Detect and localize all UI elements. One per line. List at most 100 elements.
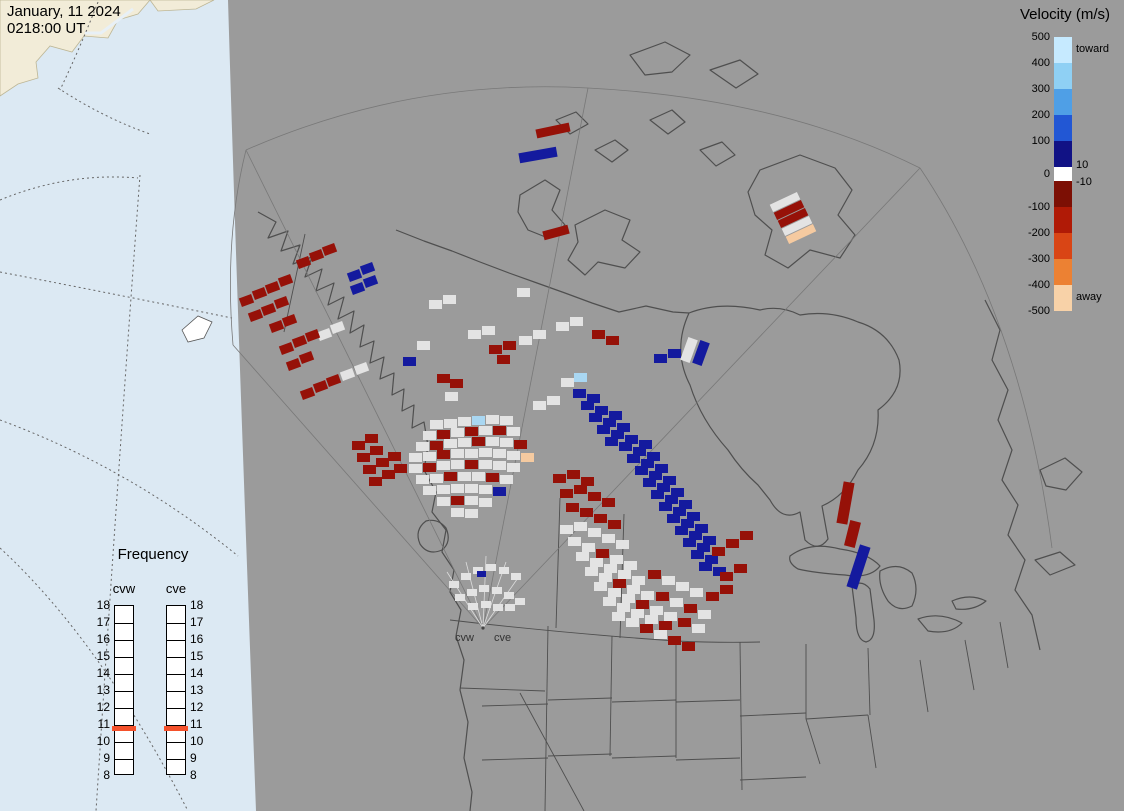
frequency-scale-tick-line [167, 707, 185, 709]
timestamp-date: January, 11 2024 [7, 3, 121, 20]
velocity-cell [493, 461, 506, 470]
frequency-tick-label: 16 [190, 632, 204, 646]
velocity-cell [450, 379, 463, 388]
velocity-cell [409, 453, 422, 462]
velocity-cell [654, 354, 667, 363]
velocity-cell [650, 606, 663, 615]
frequency-scale-tick-line [167, 673, 185, 675]
velocity-cell [566, 503, 579, 512]
timestamp-time: 0218:00 UT [7, 20, 86, 37]
velocity-cell [369, 477, 382, 486]
velocity-cell [659, 502, 672, 511]
velocity-cell [595, 406, 608, 415]
velocity-cell [533, 401, 546, 410]
velocity-cell [444, 439, 457, 448]
timestamp: January, 11 2024 0218:00 UT [7, 3, 121, 37]
velocity-cell [655, 464, 668, 473]
frequency-scale-tick-line [167, 656, 185, 658]
graticule-dotted-lines [0, 1, 239, 811]
velocity-cell [362, 275, 379, 288]
velocity-cell [594, 514, 607, 523]
radar-labels-layer: cvw cve [455, 626, 511, 644]
velocity-cell [437, 430, 450, 439]
velocity-cell [451, 449, 464, 458]
velocity-cell [458, 472, 471, 481]
velocity-cell [517, 288, 530, 297]
velocity-cell [676, 582, 689, 591]
velocity-cell [631, 609, 644, 618]
velocity-cell [616, 540, 629, 549]
velocity-cell [437, 461, 450, 470]
velocity-cell [264, 281, 281, 294]
velocity-cell [500, 416, 513, 425]
velocity-cell [627, 454, 640, 463]
velocity-tick-label: 400 [1031, 57, 1050, 69]
velocity-cell [656, 592, 669, 601]
velocity-cell [423, 431, 436, 440]
velocity-cell [465, 484, 478, 493]
velocity-cell [519, 336, 532, 345]
velocity-cell [692, 624, 705, 633]
velocity-cell [479, 460, 492, 469]
velocity-cell [437, 485, 450, 494]
velocity-cell [740, 531, 753, 540]
frequency-scale-tick-line [115, 639, 133, 641]
velocity-cell [592, 330, 605, 339]
frequency-tick-label: 13 [96, 683, 110, 697]
velocity-cell [588, 492, 601, 501]
velocity-cell [567, 470, 580, 479]
velocity-cell [713, 567, 726, 576]
velocity-cell [664, 612, 677, 621]
velocity-cell [394, 464, 407, 473]
velocity-cell [423, 486, 436, 495]
velocity-cell [316, 328, 333, 341]
velocity-cell [622, 594, 635, 603]
velocity-cell [844, 520, 861, 548]
velocity-cell [352, 441, 365, 450]
velocity-colorbar-segment [1054, 37, 1072, 63]
velocity-cell [479, 585, 489, 592]
velocity-cell [606, 336, 619, 345]
velocity-cell [500, 475, 513, 484]
velocity-cell [382, 470, 395, 479]
velocity-cell [349, 282, 366, 295]
velocity-cell [667, 514, 680, 523]
frequency-scale-tick-line [167, 724, 185, 726]
frequency-scale-tick-line [167, 622, 185, 624]
velocity-cell [640, 624, 653, 633]
radar-site-label: cvw [455, 632, 474, 644]
velocity-cell [632, 576, 645, 585]
velocity-cell [663, 476, 676, 485]
velocity-cell [773, 200, 805, 220]
velocity-cell [580, 508, 593, 517]
velocity-cell [423, 463, 436, 472]
velocity-cell [648, 570, 661, 579]
velocity-cell [458, 438, 471, 447]
velocity-cell [505, 604, 515, 611]
velocity-cells-layer [238, 122, 871, 651]
velocity-colorbar-segment [1054, 89, 1072, 115]
velocity-direction-label: away [1076, 291, 1102, 303]
velocity-cell [329, 321, 346, 334]
frequency-scale-tick-line [167, 639, 185, 641]
velocity-cell [492, 587, 502, 594]
velocity-cell [514, 440, 527, 449]
velocity-cell [437, 374, 450, 383]
velocity-cell [486, 564, 496, 571]
frequency-tick-label: 9 [190, 751, 197, 765]
velocity-cell [635, 466, 648, 475]
velocity-cell [479, 448, 492, 457]
velocity-cell [617, 423, 630, 432]
velocity-colorbar-segment [1054, 259, 1072, 285]
velocity-cell [654, 630, 667, 639]
velocity-direction-label: 10 [1076, 159, 1089, 171]
velocity-cell [493, 487, 506, 496]
frequency-tick-label: 8 [103, 768, 110, 782]
velocity-cell [417, 341, 430, 350]
velocity-cell [691, 550, 704, 559]
velocity-cell [574, 522, 587, 531]
velocity-cell [357, 453, 370, 462]
velocity-cell [561, 378, 574, 387]
velocity-cell [533, 330, 546, 339]
velocity-direction-label: toward [1076, 43, 1110, 55]
